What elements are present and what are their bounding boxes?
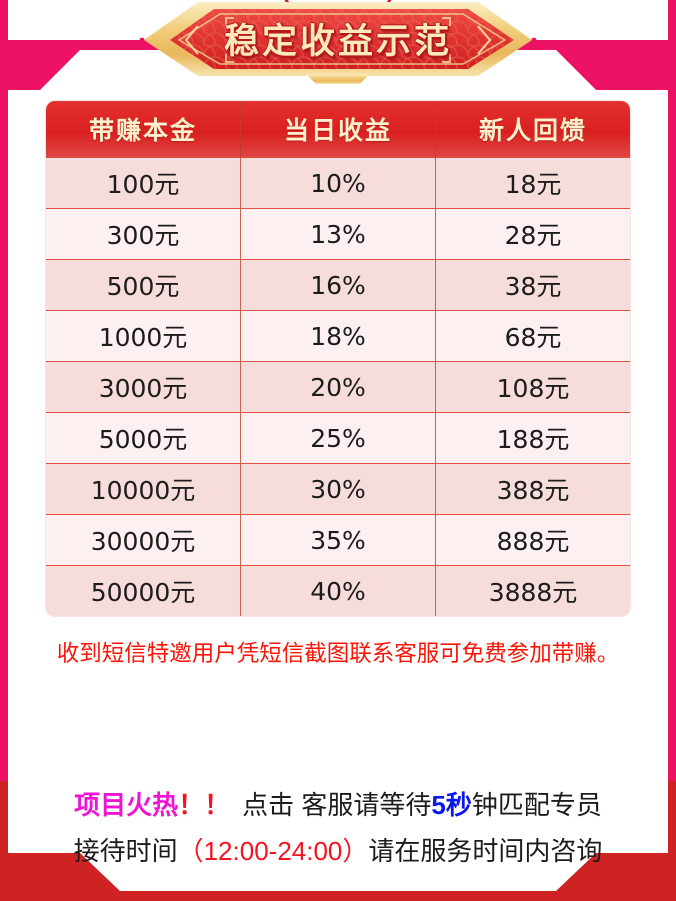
table-row: 100元 10% 18元 [46,157,630,209]
invite-note: 收到短信特邀用户凭短信截图联系客服可免费参加带赚。 [56,641,620,666]
table-row: 300元 13% 28元 [46,208,630,260]
cell-daily-rate: 18% [240,310,436,362]
cell-daily-rate: 20% [240,361,436,413]
plaque-shape-icon [139,0,537,84]
cell-daily-rate: 13% [240,208,436,260]
table-row: 500元 16% 38元 [46,259,630,311]
service-time-label: 接待时间 [73,836,178,866]
promo-mid-text: 点击 客服请等待 [242,790,432,820]
right-edge-rail [668,0,676,901]
cell-principal: 5000元 [46,412,241,464]
cell-newcomer-bonus: 3888元 [435,565,630,616]
service-time-tail: 请在服务时间内咨询 [368,836,603,866]
bottom-left-rail [0,781,8,901]
cell-principal: 10000元 [46,463,241,515]
cell-principal: 100元 [46,157,241,209]
promo-line-1: 项目火热！！ 点击 客服请等待5秒钟匹配专员 [0,782,676,828]
col-header-daily-rate: 当日收益 [240,101,436,158]
col-header-principal: 带赚本金 [46,101,241,158]
cell-principal: 3000元 [46,361,241,413]
cell-daily-rate: 35% [240,514,436,566]
bottom-right-rail [668,781,676,901]
cell-newcomer-bonus: 28元 [435,208,630,260]
cell-newcomer-bonus: 18元 [435,157,630,209]
cell-principal: 300元 [46,208,241,260]
promo-line-2: 接待时间（12:00-24:00）请在服务时间内咨询 [0,828,676,874]
cell-principal: 30000元 [46,514,241,566]
cell-newcomer-bonus: 188元 [435,412,630,464]
cell-principal: 50000元 [46,565,241,616]
table-row: 1000元 18% 68元 [46,310,630,362]
cell-newcomer-bonus: 38元 [435,259,630,311]
cell-newcomer-bonus: 68元 [435,310,630,362]
cell-newcomer-bonus: 388元 [435,463,630,515]
table-row: 5000元 25% 188元 [46,412,630,464]
cell-daily-rate: 16% [240,259,436,311]
cell-daily-rate: 40% [240,565,436,616]
cell-newcomer-bonus: 108元 [435,361,630,413]
table-row: 3000元 20% 108元 [46,361,630,413]
rate-table: 带赚本金 当日收益 新人回馈 100元 10% 18元 300元 13% 28元 500元 1… [45,100,631,617]
left-edge-rail [0,0,8,901]
cell-daily-rate: 25% [240,412,436,464]
service-hours: （12:00-24:00） [177,836,369,866]
wait-seconds: 5秒 [431,790,472,820]
cell-newcomer-bonus: 888元 [435,514,630,566]
cell-principal: 500元 [46,259,241,311]
col-header-newcomer-bonus: 新人回馈 [435,101,630,158]
rate-table-body: 100元 10% 18元 300元 13% 28元 500元 16% 38元 1000元 18% 68… [46,157,630,616]
cell-principal: 1000元 [46,310,241,362]
promo-block: 项目火热！！ 点击 客服请等待5秒钟匹配专员 接待时间（12:00-24:00）请… [0,782,676,874]
table-row: 50000元 40% 3888元 [46,565,630,616]
hot-label: 项目火热 [74,790,179,820]
banner-plaque: 稳定收益示范 [138,0,538,88]
hot-exclamations: ！！ [178,790,231,820]
table-header-row: 带赚本金 当日收益 新人回馈 [46,101,630,158]
promo-tail-text: 钟匹配专员 [471,790,602,820]
table-row: 10000元 30% 388元 [46,463,630,515]
rate-table-container: 带赚本金 当日收益 新人回馈 100元 10% 18元 300元 13% 28元 500元 1… [45,100,631,617]
rate-table-head: 带赚本金 当日收益 新人回馈 [46,101,630,158]
table-row: 30000元 35% 888元 [46,514,630,566]
cell-daily-rate: 10% [240,157,436,209]
cell-daily-rate: 30% [240,463,436,515]
